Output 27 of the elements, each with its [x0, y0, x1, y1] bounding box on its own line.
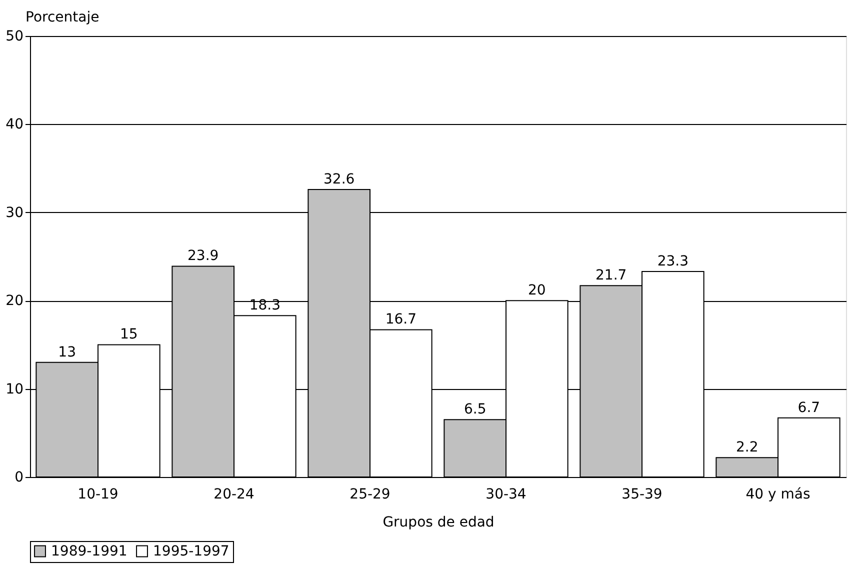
- y-tick-label: 0: [14, 470, 24, 486]
- x-tick-label: 30-34: [486, 486, 526, 502]
- x-tick-label: 25-29: [350, 486, 390, 502]
- legend-label: 1989-1991: [51, 543, 128, 560]
- data-label: 6.5: [464, 402, 486, 418]
- data-label: 15: [120, 326, 138, 343]
- x-axis-title: Grupos de edad: [382, 514, 494, 530]
- data-label: 23.9: [188, 248, 219, 264]
- data-label: 32.6: [324, 171, 355, 188]
- data-label: 6.7: [798, 400, 820, 416]
- x-tick-label: 35-39: [622, 486, 662, 502]
- data-label: 23.3: [657, 253, 688, 270]
- legend-label: 1995-1997: [153, 543, 230, 560]
- x-tick-label: 40 y más: [746, 486, 810, 502]
- x-tick-label: 10-19: [78, 486, 118, 502]
- y-tick-label: 10: [6, 381, 24, 398]
- data-label: 2.2: [736, 440, 758, 456]
- data-label: 20: [528, 282, 546, 299]
- data-label: 16.7: [385, 312, 416, 328]
- y-tick-label: 30: [6, 204, 24, 221]
- y-tick-label: 20: [6, 293, 24, 310]
- data-label: 21.7: [596, 268, 627, 284]
- data-label: 13: [58, 344, 76, 360]
- x-tick-label: 20-24: [214, 486, 254, 502]
- y-tick-label: 40: [6, 116, 24, 133]
- y-axis-title: Porcentaje: [26, 10, 100, 26]
- y-tick-label: 50: [6, 28, 24, 44]
